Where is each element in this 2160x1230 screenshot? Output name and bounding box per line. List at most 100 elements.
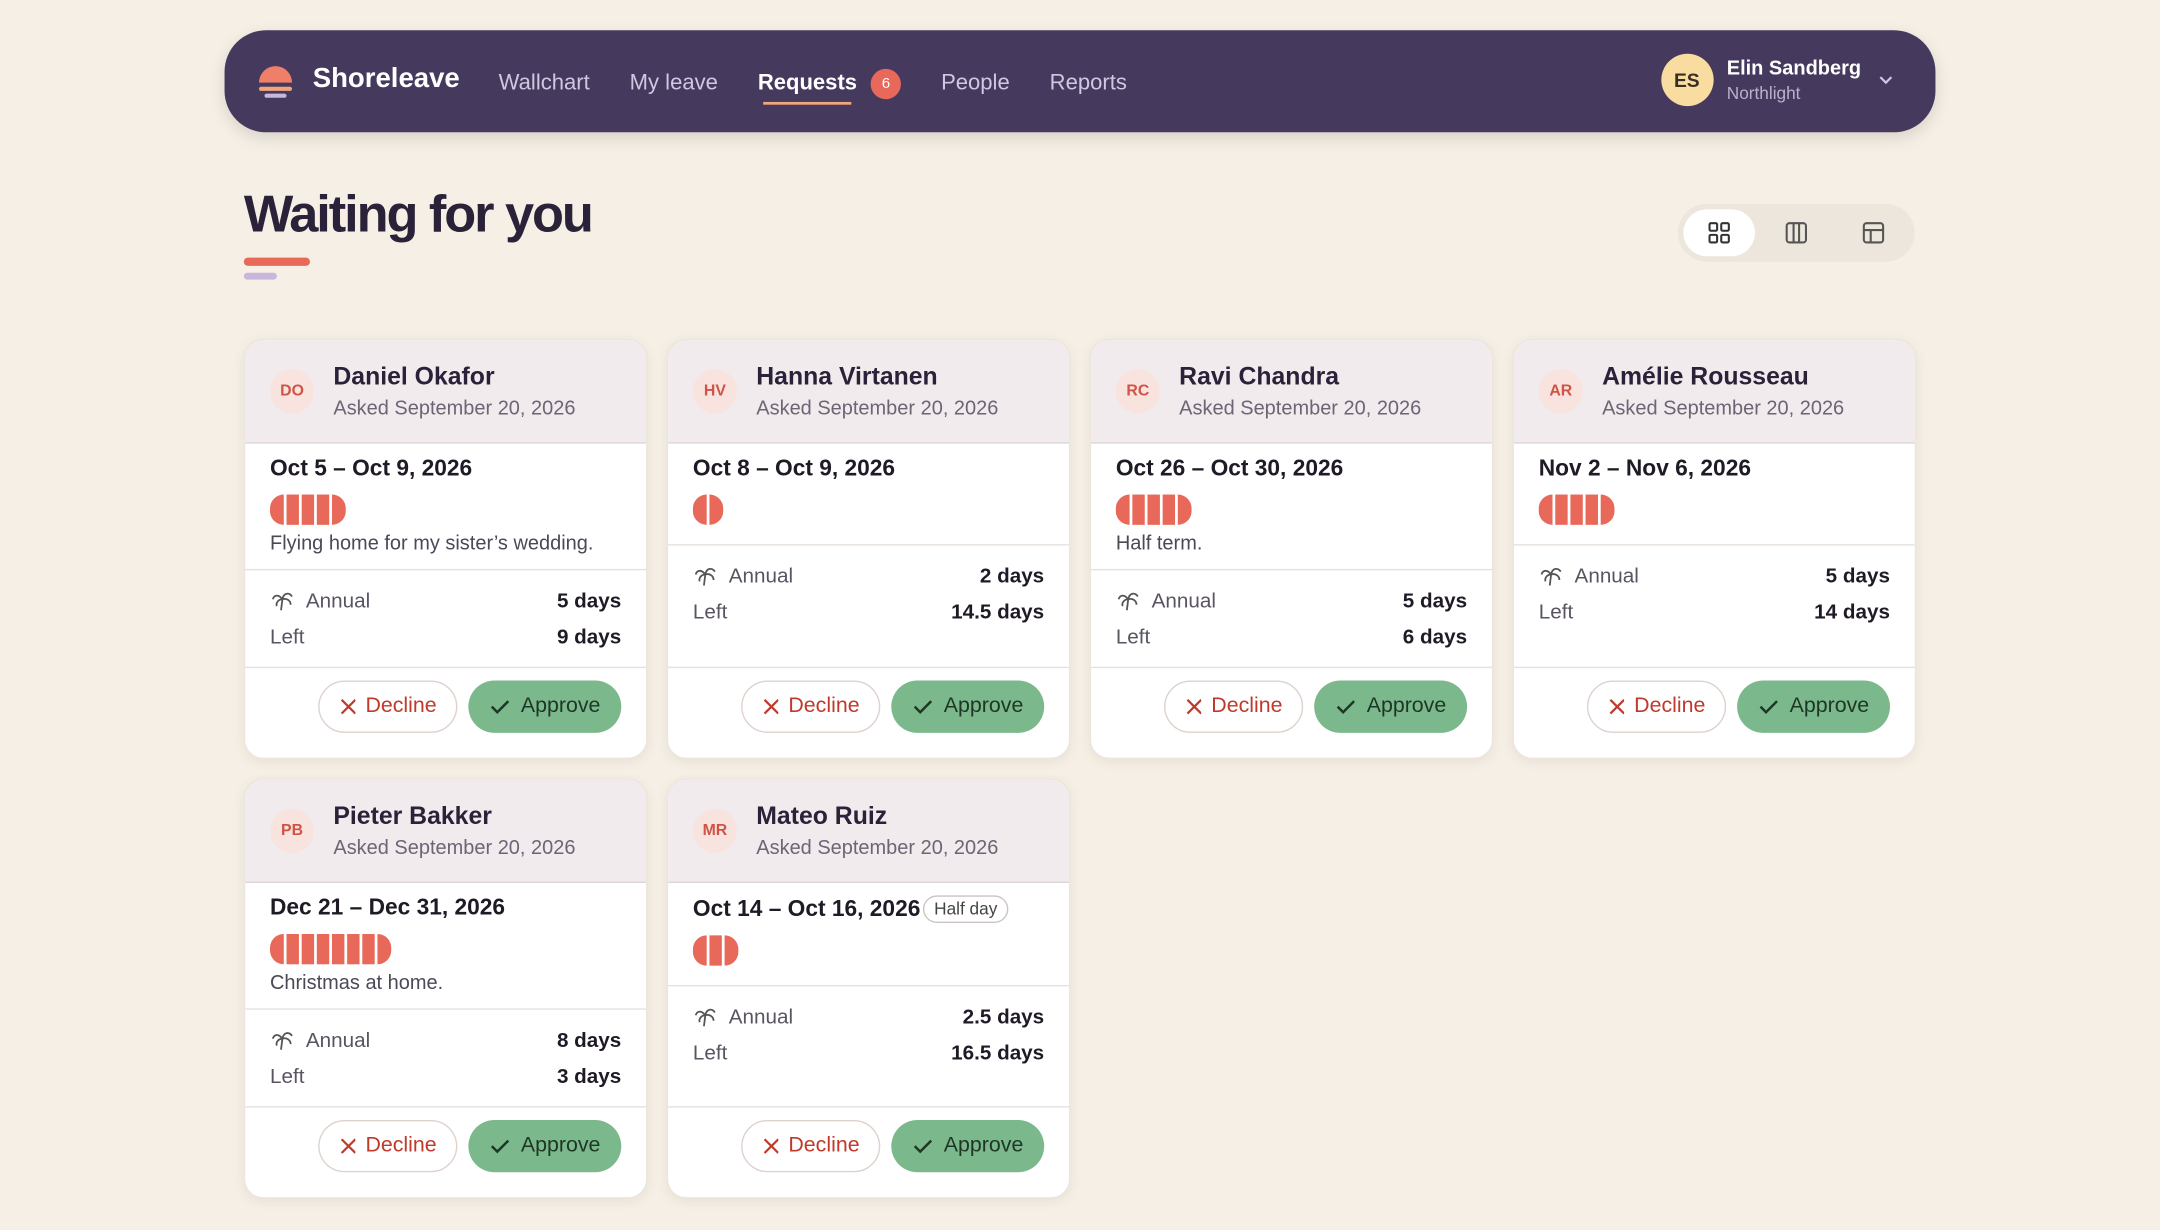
leave-type-label: Annual <box>305 1028 371 1052</box>
request-grid: DO Daniel Okafor Asked September 20, 2026 O… <box>243 338 1917 1199</box>
date-range: Dec 21 – Dec 31, 2026 <box>270 895 506 921</box>
card-actions: Decline Approve <box>668 1106 1069 1197</box>
nav-item-label: People <box>941 71 1010 96</box>
day-pill <box>347 933 360 965</box>
request-card: MR Mateo Ruiz Asked September 20, 2026 Oct … <box>666 778 1071 1199</box>
avatar: PB <box>270 808 315 853</box>
date-range: Nov 2 – Nov 6, 2026 <box>1538 455 1751 481</box>
leave-period: Oct 14 – Oct 16, 2026 Half day <box>668 883 1069 987</box>
days-left: 3 days <box>556 1064 622 1088</box>
day-pill <box>1570 494 1583 525</box>
palm-icon <box>1117 592 1139 611</box>
leave-type-row: Annual 2 days <box>693 558 1044 594</box>
asked-date: Asked September 20, 2026 <box>1602 398 1845 421</box>
palm-icon <box>271 1032 293 1050</box>
left-row: Left 6 days <box>1116 619 1467 655</box>
left-label: Left <box>692 1040 728 1065</box>
brand[interactable]: Shoreleave <box>312 63 460 94</box>
leave-type: Annual <box>693 563 793 588</box>
approve-button[interactable]: Approve <box>468 1119 622 1173</box>
date-range-row: Nov 2 – Nov 6, 2026 <box>1539 456 1890 482</box>
decline-label: Decline <box>365 1133 437 1158</box>
leave-type-row: Annual 8 days <box>270 1022 621 1058</box>
avatar: RC <box>1115 369 1160 414</box>
decline-label: Decline <box>1211 694 1283 718</box>
nav-item[interactable]: Wallchart <box>499 69 590 99</box>
decline-button[interactable]: Decline <box>741 680 881 733</box>
day-pill <box>1115 494 1130 525</box>
decline-button[interactable]: Decline <box>1164 680 1304 733</box>
day-pills <box>692 935 1044 966</box>
user-name: Elin Sandberg <box>1726 57 1862 80</box>
leave-type-row: Annual 2.5 days <box>693 999 1044 1035</box>
card-header: DO Daniel Okafor Asked September 20, 2026 <box>245 340 647 444</box>
leave-type: Annual <box>1539 563 1639 588</box>
asked-date: Asked September 20, 2026 <box>756 398 999 421</box>
asked-date: Asked September 20, 2026 <box>756 837 999 860</box>
approve-label: Approve <box>1366 694 1447 718</box>
approve-button[interactable]: Approve <box>891 680 1045 733</box>
view-toggle <box>1677 203 1915 262</box>
title-accent <box>243 272 277 280</box>
approve-label: Approve <box>520 1133 601 1158</box>
decline-button[interactable]: Decline <box>318 1119 458 1173</box>
page-title: Waiting for you <box>243 185 594 244</box>
request-card: RC Ravi Chandra Asked September 20, 2026 Oc… <box>1089 338 1494 760</box>
decline-label: Decline <box>365 694 437 718</box>
leave-type-row: Annual 5 days <box>270 583 621 619</box>
approve-label: Approve <box>943 1133 1024 1158</box>
table-view-button[interactable] <box>1838 209 1910 256</box>
decline-button[interactable]: Decline <box>318 680 458 733</box>
palm-icon <box>694 1008 716 1027</box>
date-range-row: Oct 8 – Oct 9, 2026 <box>693 456 1044 482</box>
approve-button[interactable]: Approve <box>1737 680 1890 733</box>
requester-name: Mateo Ruiz <box>756 801 888 830</box>
left-row: Left 3 days <box>270 1058 621 1094</box>
days-requested: 5 days <box>1402 588 1468 613</box>
request-card: PB Pieter Bakker Asked September 20, 2026 D… <box>243 778 648 1199</box>
leave-period: Nov 2 – Nov 6, 2026 <box>1513 444 1915 546</box>
leave-type: Annual <box>270 588 370 613</box>
decline-button[interactable]: Decline <box>1586 680 1727 733</box>
days-requested: 2 days <box>979 564 1045 588</box>
card-header: MR Mateo Ruiz Asked September 20, 2026 <box>668 779 1069 884</box>
day-pill <box>1600 494 1615 525</box>
days-left: 16.5 days <box>951 1040 1045 1065</box>
approve-button[interactable]: Approve <box>891 1119 1045 1173</box>
nav-item[interactable]: People <box>941 69 1010 99</box>
avatar: HV <box>692 369 737 414</box>
nav-badge: 6 <box>870 68 902 100</box>
left-label: Left <box>270 624 305 649</box>
nav-item[interactable]: Requests 6 <box>758 68 902 105</box>
stats: Annual 8 days Left 3 days <box>245 1010 646 1106</box>
approve-button[interactable]: Approve <box>468 680 622 733</box>
decline-button[interactable]: Decline <box>741 1119 881 1173</box>
day-pill <box>709 935 722 966</box>
decline-label: Decline <box>788 694 860 718</box>
day-pills <box>692 494 1044 525</box>
date-range-row: Oct 5 – Oct 9, 2026 <box>270 456 621 482</box>
day-pill <box>1538 494 1553 525</box>
request-card: HV Hanna Virtanen Asked September 20, 2026… <box>666 338 1071 760</box>
user-menu[interactable]: ES Elin Sandberg Northlight <box>1660 53 1897 107</box>
note: Flying home for my sister’s wedding. <box>270 533 594 556</box>
left-row: Left 14 days <box>1539 594 1890 630</box>
grid-view-button[interactable] <box>1683 209 1755 257</box>
column-view-button[interactable] <box>1761 209 1833 256</box>
nav-items: Wallchart My leave Requests 6 People Reports <box>499 68 1127 105</box>
decline-label: Decline <box>788 1133 860 1158</box>
nav-item[interactable]: Reports <box>1050 69 1127 99</box>
leave-type-label: Annual <box>728 564 794 588</box>
card-header: PB Pieter Bakker Asked September 20, 2026 <box>245 779 647 884</box>
day-pill <box>377 933 392 965</box>
days-left: 14.5 days <box>951 599 1045 624</box>
title-accent <box>243 257 310 266</box>
nav-item[interactable]: My leave <box>630 69 718 99</box>
day-pill <box>362 933 375 965</box>
date-range-row: Dec 21 – Dec 31, 2026 <box>270 895 621 921</box>
leave-period: Dec 21 – Dec 31, 2026 Christmas at home. <box>245 883 647 1010</box>
approve-button[interactable]: Approve <box>1314 680 1468 733</box>
day-pill <box>286 494 299 525</box>
user-info: Elin Sandberg Northlight <box>1727 57 1861 102</box>
